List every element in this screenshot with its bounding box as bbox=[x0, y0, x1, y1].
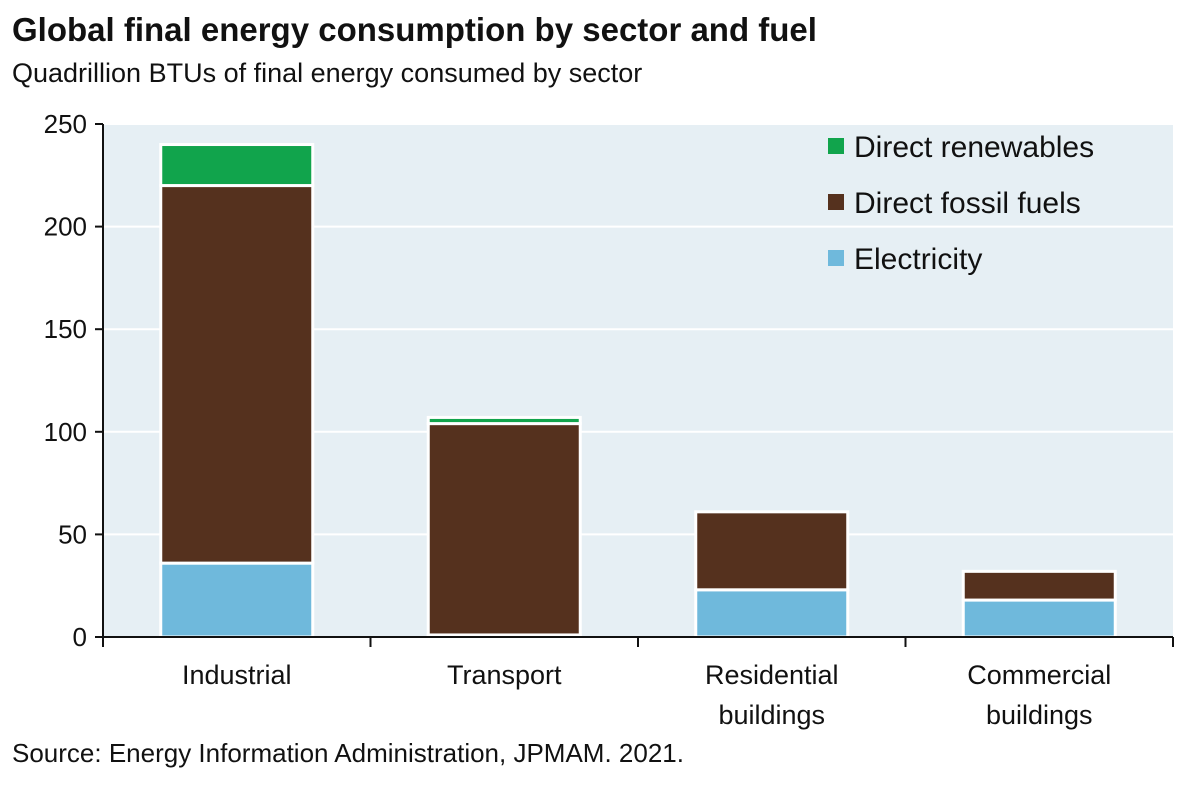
bar-segment bbox=[159, 184, 315, 565]
x-tick-label-line: Commercial bbox=[967, 660, 1111, 690]
legend-label: Direct renewables bbox=[854, 131, 1094, 164]
bar-segment bbox=[694, 588, 850, 639]
x-tick-label-line: Residential bbox=[705, 660, 839, 690]
chart-title: Global final energy consumption by secto… bbox=[12, 11, 817, 48]
axes: 0 50 100 150 200 250 Industrial Transport Reside… bbox=[44, 109, 1174, 730]
x-tick-label: Transport bbox=[447, 660, 562, 690]
x-tick-label: Residential buildings bbox=[705, 660, 839, 730]
x-tick-label: Commercial buildings bbox=[967, 660, 1111, 730]
legend-swatch bbox=[828, 250, 844, 266]
legend-swatch bbox=[828, 194, 844, 210]
legend-label: Direct fossil fuels bbox=[854, 187, 1081, 220]
bar-segment bbox=[694, 510, 850, 592]
legend-swatch bbox=[828, 138, 844, 154]
y-tick-label: 50 bbox=[58, 519, 87, 549]
bar-segment bbox=[159, 143, 315, 188]
y-tick-label: 250 bbox=[44, 109, 87, 139]
x-tick-label-line: Transport bbox=[447, 660, 562, 690]
y-tick-label: 100 bbox=[44, 417, 87, 447]
y-tick-label: 200 bbox=[44, 212, 87, 242]
x-tick-label-line: Industrial bbox=[182, 660, 292, 690]
bar-segment bbox=[426, 422, 582, 637]
legend: Direct renewables Direct fossil fuels Elec… bbox=[828, 131, 1094, 276]
bar-segment bbox=[961, 598, 1117, 639]
bar-segment bbox=[961, 569, 1117, 602]
x-tick-label: Industrial bbox=[182, 660, 292, 690]
y-tick-label: 150 bbox=[44, 314, 87, 344]
y-tick-label: 0 bbox=[73, 622, 87, 652]
chart-subtitle: Quadrillion BTUs of final energy consume… bbox=[12, 58, 643, 88]
legend-label: Electricity bbox=[854, 243, 982, 276]
x-tick-label-line: buildings bbox=[986, 700, 1093, 730]
bars bbox=[159, 143, 1117, 639]
source-note: Source: Energy Information Administratio… bbox=[12, 738, 684, 768]
bar-segment bbox=[426, 415, 582, 426]
bar-segment bbox=[159, 561, 315, 639]
x-tick-label-line: buildings bbox=[718, 700, 825, 730]
